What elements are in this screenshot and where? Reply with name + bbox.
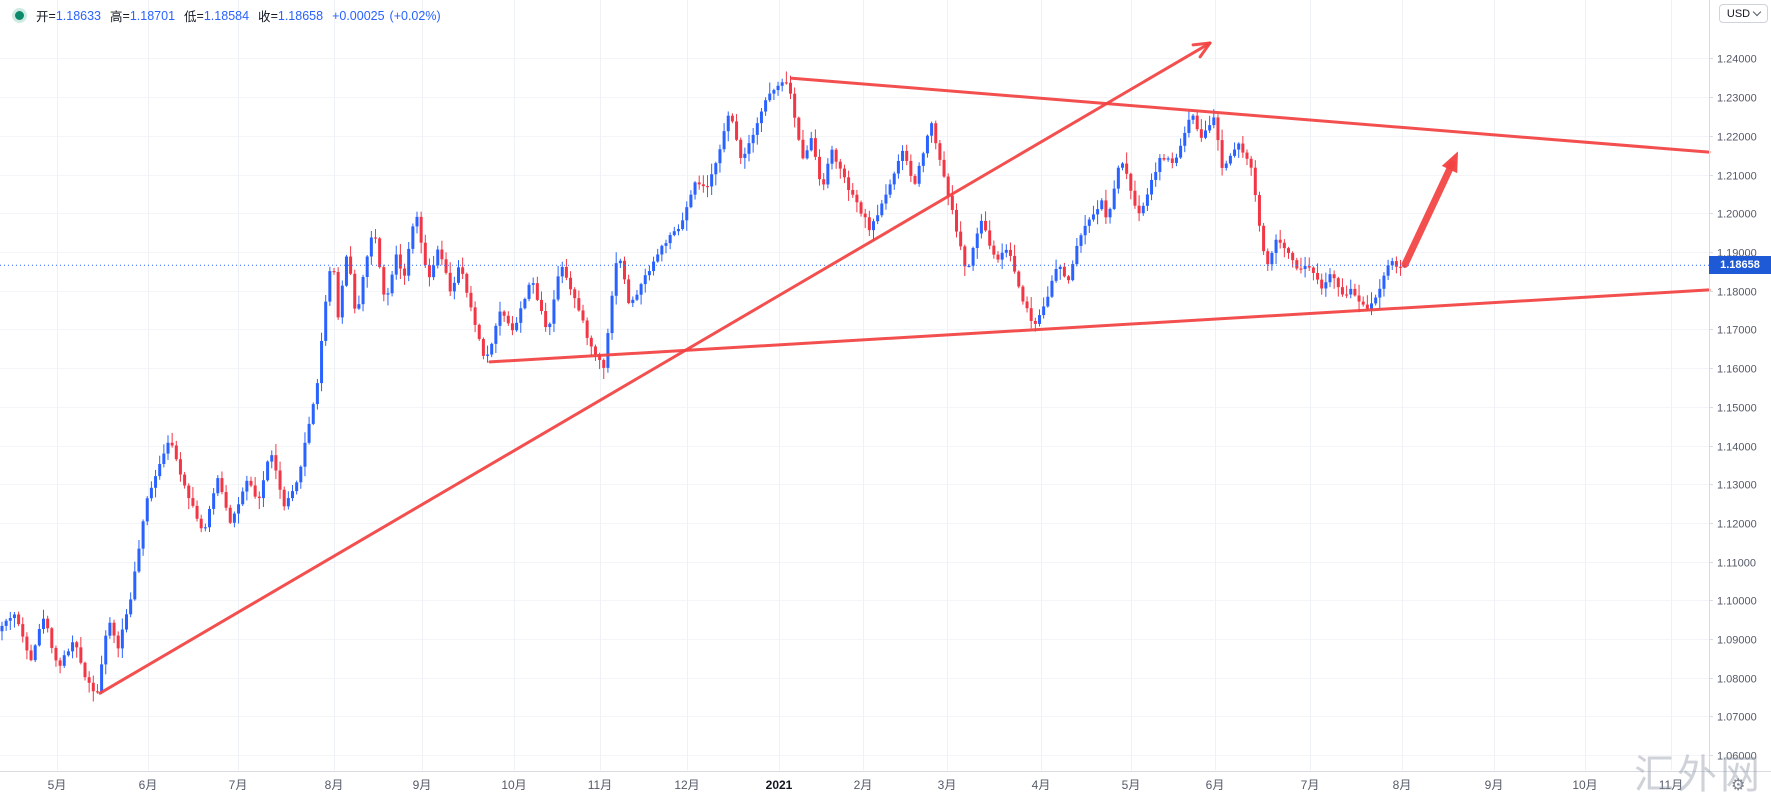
last-price-badge: 1.18658 bbox=[1709, 256, 1771, 274]
y-axis-tick: 1.08000 bbox=[1717, 674, 1757, 686]
low-label: 低 bbox=[184, 10, 197, 24]
ohlc-legend: 开 = 1.18633 高 = 1.18701 低 = 1.18584 收 = 1.18658 … bbox=[12, 6, 441, 25]
close-value: 1.18658 bbox=[277, 8, 324, 23]
x-axis-tick: 10月 bbox=[1572, 778, 1597, 792]
descending-trendline[interactable] bbox=[790, 76, 1711, 154]
instrument-marker-icon bbox=[12, 8, 27, 23]
x-axis-tick: 4月 bbox=[1032, 778, 1051, 792]
legend-open: 开 = 1.18633 bbox=[36, 6, 101, 25]
y-axis-tick: 1.14000 bbox=[1717, 442, 1757, 454]
x-axis-tick: 2月 bbox=[854, 778, 873, 792]
close-label: 收 bbox=[258, 10, 271, 24]
x-axis-tick: 11月 bbox=[588, 778, 612, 792]
open-value: 1.18633 bbox=[55, 8, 102, 23]
x-axis-tick: 7月 bbox=[1301, 778, 1320, 792]
low-value: 1.18584 bbox=[203, 8, 250, 23]
legend-close: 收 = 1.18658 bbox=[258, 6, 323, 25]
y-axis-tick: 1.13000 bbox=[1717, 480, 1757, 492]
x-axis-tick: 5月 bbox=[48, 778, 67, 792]
y-axis-tick: 1.09000 bbox=[1717, 635, 1757, 647]
ascending-trendline-arrow-arrowhead bbox=[1191, 41, 1212, 47]
candles bbox=[0, 71, 1407, 702]
x-axis-tick: 3月 bbox=[938, 778, 957, 792]
breakout-arrow-arrowhead bbox=[1441, 151, 1458, 174]
x-axis-tick: 6月 bbox=[139, 778, 158, 792]
legend-high: 高 = 1.18701 bbox=[110, 6, 175, 25]
y-axis-tick: 1.16000 bbox=[1717, 364, 1757, 376]
x-axis-tick: 9月 bbox=[1485, 778, 1504, 792]
high-label: 高 bbox=[110, 10, 123, 24]
separator: = bbox=[196, 8, 204, 23]
x-axis-tick: 5月 bbox=[1122, 778, 1141, 792]
ascending-support-line[interactable] bbox=[488, 288, 1711, 364]
y-axis-tick: 1.06000 bbox=[1717, 751, 1757, 763]
x-axis-tick: 7月 bbox=[229, 778, 248, 792]
y-axis-tick: 1.21000 bbox=[1717, 171, 1757, 183]
x-axis-tick: 11月 bbox=[1659, 778, 1683, 792]
ascending-trendline-arrow[interactable] bbox=[98, 41, 1212, 695]
ascending-trendline-arrow-arrowhead bbox=[1198, 41, 1212, 59]
breakout-arrow[interactable] bbox=[1401, 160, 1456, 268]
y-axis-tick: 1.15000 bbox=[1717, 403, 1757, 415]
currency-selector-button[interactable]: USD bbox=[1719, 4, 1768, 23]
high-value: 1.18701 bbox=[129, 8, 176, 23]
y-axis-tick: 1.12000 bbox=[1717, 519, 1757, 531]
y-axis-tick: 1.07000 bbox=[1717, 712, 1757, 724]
legend-change: +0.00025 (+0.02%) bbox=[332, 9, 441, 23]
y-axis-tick: 1.18000 bbox=[1717, 287, 1757, 299]
legend-low: 低 = 1.18584 bbox=[184, 6, 249, 25]
x-axis-tick: 8月 bbox=[1393, 778, 1412, 792]
change-absolute: +0.00025 bbox=[332, 8, 385, 23]
open-label: 开 bbox=[36, 10, 49, 24]
y-axis-tick: 1.24000 bbox=[1717, 54, 1757, 66]
y-axis-tick: 1.23000 bbox=[1717, 93, 1757, 105]
y-axis-tick: 1.11000 bbox=[1717, 558, 1756, 570]
trendline-overlays bbox=[0, 41, 1711, 695]
x-axis-tick: 10月 bbox=[501, 778, 526, 792]
currency-label: USD bbox=[1726, 7, 1751, 20]
separator: = bbox=[270, 8, 278, 23]
x-axis-tick: 6月 bbox=[1206, 778, 1225, 792]
y-axis-tick: 1.20000 bbox=[1717, 209, 1757, 221]
x-axis-tick: 2021 bbox=[766, 778, 793, 792]
x-axis-tick: 9月 bbox=[413, 778, 432, 792]
axis-settings-gear-icon[interactable]: ⚙ bbox=[1731, 775, 1746, 794]
y-axis-tick: 1.10000 bbox=[1717, 596, 1757, 608]
change-percent: (+0.02%) bbox=[389, 8, 441, 23]
x-axis-tick: 8月 bbox=[325, 778, 344, 792]
chevron-down-icon bbox=[1752, 7, 1762, 17]
separator: = bbox=[122, 8, 130, 23]
x-axis-tick: 12月 bbox=[674, 778, 699, 792]
y-axis-tick: 1.22000 bbox=[1717, 132, 1757, 144]
separator: = bbox=[48, 8, 56, 23]
gridlines bbox=[0, 0, 1709, 771]
y-axis-tick: 1.17000 bbox=[1717, 325, 1757, 337]
